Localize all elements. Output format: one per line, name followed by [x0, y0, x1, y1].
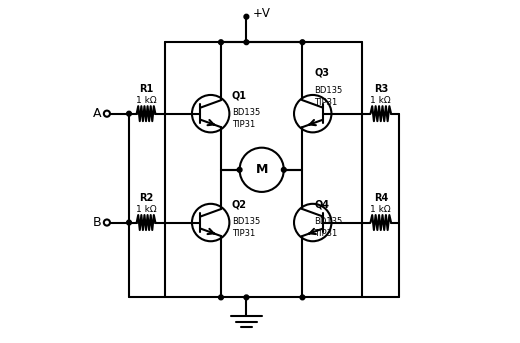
Circle shape — [244, 40, 249, 45]
Text: 1 kΩ: 1 kΩ — [136, 205, 157, 214]
Text: BD135: BD135 — [315, 86, 343, 95]
Circle shape — [237, 167, 242, 172]
Text: BD135: BD135 — [232, 217, 260, 226]
Text: BD135: BD135 — [315, 217, 343, 226]
Text: 1 kΩ: 1 kΩ — [370, 205, 391, 214]
Circle shape — [244, 14, 249, 19]
Text: TIP31: TIP31 — [315, 98, 337, 107]
Circle shape — [127, 111, 132, 116]
Text: Q4: Q4 — [315, 200, 330, 210]
Text: R1: R1 — [139, 84, 153, 94]
Text: B: B — [93, 216, 102, 229]
Text: BD135: BD135 — [232, 108, 260, 118]
Text: +V: +V — [253, 7, 270, 20]
Text: R2: R2 — [139, 193, 153, 203]
Text: TIP31: TIP31 — [232, 120, 255, 129]
Circle shape — [281, 167, 286, 172]
Text: R4: R4 — [374, 193, 388, 203]
Text: M: M — [255, 163, 268, 176]
Text: 1 kΩ: 1 kΩ — [370, 96, 391, 105]
Circle shape — [300, 295, 305, 300]
Circle shape — [244, 295, 249, 300]
Text: R3: R3 — [374, 84, 388, 94]
Circle shape — [300, 40, 305, 45]
Circle shape — [218, 40, 224, 45]
Text: 1 kΩ: 1 kΩ — [136, 96, 157, 105]
Text: Q2: Q2 — [232, 200, 247, 210]
Circle shape — [127, 220, 132, 225]
Text: TIP31: TIP31 — [232, 229, 255, 238]
Text: Q1: Q1 — [232, 91, 247, 101]
Circle shape — [218, 295, 224, 300]
Text: TIP31: TIP31 — [315, 229, 337, 238]
Text: Q3: Q3 — [315, 68, 330, 78]
Text: A: A — [93, 107, 102, 120]
